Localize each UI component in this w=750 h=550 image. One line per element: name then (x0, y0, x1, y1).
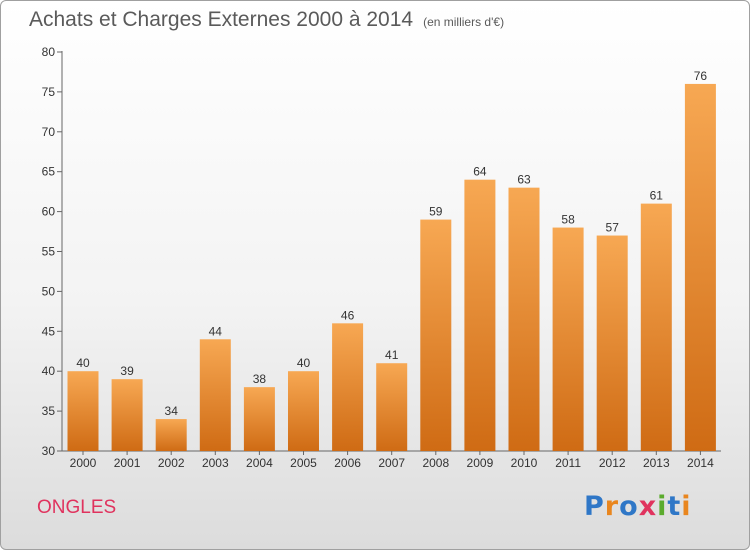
y-tick-label: 75 (42, 85, 56, 99)
y-tick-label: 60 (42, 205, 56, 219)
x-tick-label: 2008 (422, 456, 449, 470)
value-label: 44 (209, 324, 223, 338)
value-label: 40 (76, 356, 90, 370)
bar-2008 (420, 219, 452, 451)
bar-2012 (596, 235, 628, 451)
y-tick-label: 65 (42, 165, 56, 179)
x-tick-label: 2003 (202, 456, 229, 470)
bar-2002 (155, 419, 187, 451)
bar-2013 (640, 203, 672, 451)
x-tick-label: 2007 (378, 456, 405, 470)
value-label: 58 (561, 213, 575, 227)
chart-bars (67, 83, 716, 452)
x-tick-label: 2014 (687, 456, 714, 470)
bar-2003 (199, 339, 231, 451)
bar-2011 (552, 227, 584, 451)
bar-2001 (111, 379, 143, 451)
value-label: 40 (297, 356, 311, 370)
x-tick-label: 2011 (555, 456, 581, 470)
commune-name: ONGLES (37, 497, 117, 518)
y-tick-label: 70 (42, 125, 56, 139)
bar-2000 (67, 371, 99, 451)
x-tick-label: 2010 (511, 456, 538, 470)
value-label: 76 (694, 69, 708, 83)
value-label: 34 (165, 404, 179, 418)
bar-2007 (376, 363, 408, 451)
x-tick-label: 2013 (643, 456, 670, 470)
x-tick-label: 2005 (290, 456, 317, 470)
proxiti-logo: Proxiti (584, 491, 692, 522)
x-tick-label: 2004 (246, 456, 273, 470)
y-tick-label: 35 (42, 404, 56, 418)
value-label: 63 (517, 173, 531, 187)
bar-2010 (508, 187, 540, 451)
y-tick-label: 40 (42, 364, 56, 378)
value-label: 57 (606, 221, 620, 235)
value-label: 61 (650, 189, 664, 203)
x-tick-label: 2012 (599, 456, 626, 470)
bar-2006 (332, 323, 364, 451)
x-tick-label: 2009 (467, 456, 494, 470)
y-tick-label: 30 (42, 444, 56, 458)
value-label: 38 (253, 372, 267, 386)
x-tick-label: 2002 (158, 456, 185, 470)
x-tick-label: 2006 (334, 456, 361, 470)
value-label: 39 (120, 364, 134, 378)
y-tick-label: 45 (42, 324, 56, 338)
y-tick-label: 55 (42, 245, 56, 259)
value-label: 41 (385, 348, 399, 362)
bar-2004 (243, 387, 275, 451)
bar-2009 (464, 179, 496, 451)
y-tick-label: 80 (42, 45, 56, 59)
chart-title: Achats et Charges Externes 2000 à 2014 (e… (29, 8, 504, 32)
bar-2005 (288, 371, 319, 451)
x-tick-label: 2000 (70, 456, 97, 470)
value-label: 64 (473, 165, 487, 179)
value-label: 46 (341, 308, 355, 322)
x-tick-label: 2001 (114, 456, 141, 470)
bar-2014 (684, 83, 716, 452)
y-tick-label: 50 (42, 284, 56, 298)
chart-title-text: Achats et Charges Externes 2000 à 2014 (29, 8, 414, 31)
value-label: 59 (429, 205, 443, 219)
chart-labels: 2000 40 2001 39 2002 34 2003 44 2004 38 2005 40 2006… (70, 69, 714, 470)
chart-subtitle: (en milliers d'€) (423, 15, 505, 29)
